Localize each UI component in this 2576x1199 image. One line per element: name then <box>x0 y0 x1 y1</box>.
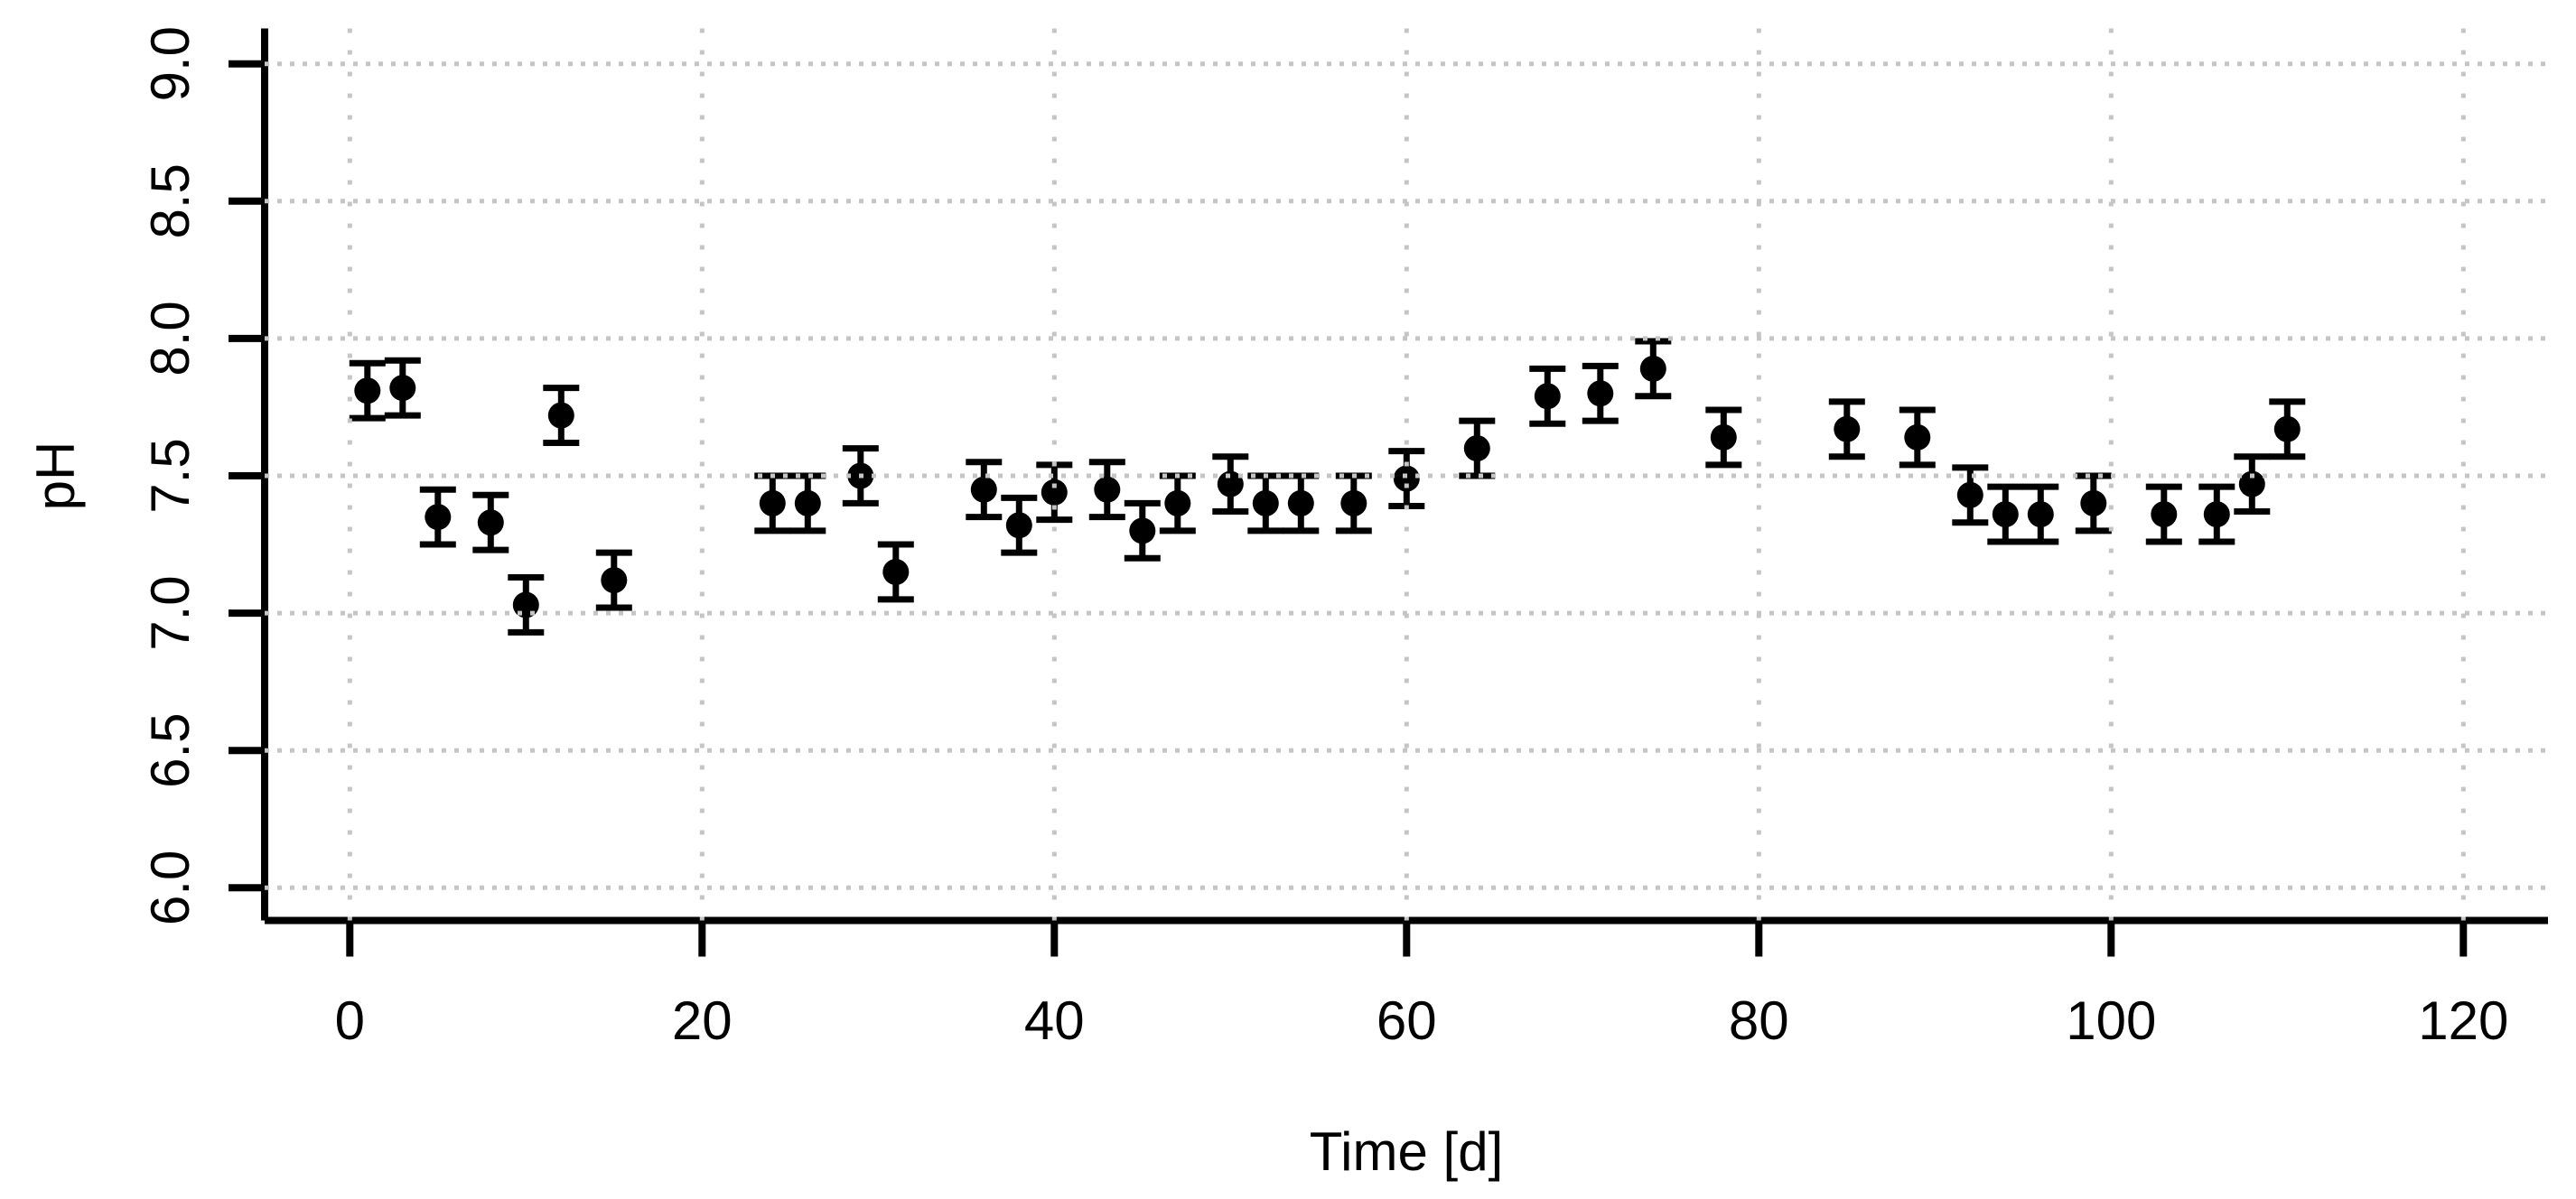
point-marker <box>1534 383 1561 410</box>
data-point-group <box>2234 453 2271 516</box>
point-marker <box>1639 355 1666 382</box>
data-points-layer <box>349 338 2306 636</box>
data-point-group <box>877 541 914 603</box>
y-tick-label: 6.5 <box>140 712 201 787</box>
data-point-group <box>2198 483 2235 545</box>
data-point-group <box>419 486 456 548</box>
data-point-group <box>1635 338 1672 400</box>
x-tick-label: 80 <box>1729 990 1789 1051</box>
point-marker <box>1217 470 1244 497</box>
data-point-group <box>1388 448 1425 509</box>
data-point-group <box>754 472 791 534</box>
point-marker <box>1904 423 1931 451</box>
data-point-group <box>2022 483 2059 545</box>
x-tick-label: 60 <box>1377 990 1437 1051</box>
y-tick-label: 8.0 <box>140 301 201 376</box>
point-marker <box>1956 481 1983 508</box>
point-marker <box>2273 415 2301 442</box>
point-marker <box>1463 435 1490 462</box>
point-marker <box>1129 517 1156 544</box>
point-marker <box>477 509 504 536</box>
point-marker <box>1287 489 1314 516</box>
x-tick-label: 100 <box>2066 990 2156 1051</box>
x-axis-title: Time [d] <box>1310 1121 1503 1182</box>
point-marker <box>1094 476 1121 503</box>
y-tick-label: 8.5 <box>140 163 201 238</box>
point-marker <box>970 476 997 503</box>
point-marker <box>2151 501 2178 528</box>
data-point-group <box>1828 398 1865 460</box>
point-marker <box>1340 489 1367 516</box>
y-axis-title: pH <box>25 441 86 511</box>
y-tick-label: 9.0 <box>140 26 201 101</box>
data-point-group <box>1247 472 1284 534</box>
point-marker <box>1992 501 2019 528</box>
data-point-group <box>1335 472 1372 534</box>
data-point-group <box>1088 459 1125 521</box>
data-point-group <box>508 574 545 636</box>
data-point-group <box>349 359 386 422</box>
data-point-group <box>1001 494 1038 556</box>
point-marker <box>1393 465 1420 492</box>
data-point-group <box>789 472 826 534</box>
data-point-group <box>543 385 580 446</box>
x-tick-label: 120 <box>2418 990 2508 1051</box>
point-marker <box>1041 479 1068 506</box>
point-marker <box>425 504 452 531</box>
point-marker <box>2203 501 2230 528</box>
axes-layer: 0 20 40 60 80 100 120 6.0 6.5 7.0 7.5 8.0 8.5 9.0 <box>140 26 2548 1051</box>
data-point-group <box>1952 464 1989 526</box>
point-marker <box>2027 501 2054 528</box>
y-tick-label: 7.0 <box>140 575 201 650</box>
point-marker <box>1005 512 1032 539</box>
point-marker <box>759 489 786 516</box>
point-marker <box>354 377 381 404</box>
data-point-group <box>1705 406 1742 469</box>
data-point-group <box>384 357 421 419</box>
data-point-group <box>1459 417 1496 479</box>
x-tick-label: 40 <box>1024 990 1085 1051</box>
data-point-group <box>1124 499 1161 562</box>
point-marker <box>547 402 574 429</box>
point-marker <box>2080 489 2107 516</box>
data-point-group <box>595 549 632 611</box>
data-point-group <box>1529 365 1566 427</box>
point-marker <box>1164 489 1191 516</box>
data-point-group <box>2075 472 2112 534</box>
y-tick-label: 6.0 <box>140 850 201 925</box>
point-marker <box>1587 380 1614 407</box>
point-marker <box>882 558 910 585</box>
data-point-group <box>1987 483 2024 545</box>
data-point-group <box>966 459 1003 521</box>
data-point-group <box>472 491 509 553</box>
data-point-group <box>1159 472 1196 534</box>
point-marker <box>1710 423 1737 451</box>
data-point-group <box>2269 398 2306 460</box>
data-point-group <box>2145 483 2182 545</box>
x-tick-label: 20 <box>672 990 733 1051</box>
y-tick-label: 7.5 <box>140 438 201 513</box>
x-tick-label: 0 <box>335 990 365 1051</box>
grid-layer <box>265 28 2548 921</box>
data-point-group <box>1899 406 1936 469</box>
data-point-group <box>1283 472 1320 534</box>
point-marker <box>1252 489 1279 516</box>
point-marker <box>601 567 628 594</box>
data-point-group <box>1582 362 1619 424</box>
point-marker <box>389 375 416 402</box>
data-point-group <box>1036 461 1073 524</box>
point-marker <box>794 489 821 516</box>
point-marker <box>512 591 539 618</box>
data-point-group <box>1212 453 1249 516</box>
point-marker <box>1834 415 1861 442</box>
point-marker <box>2238 470 2265 497</box>
